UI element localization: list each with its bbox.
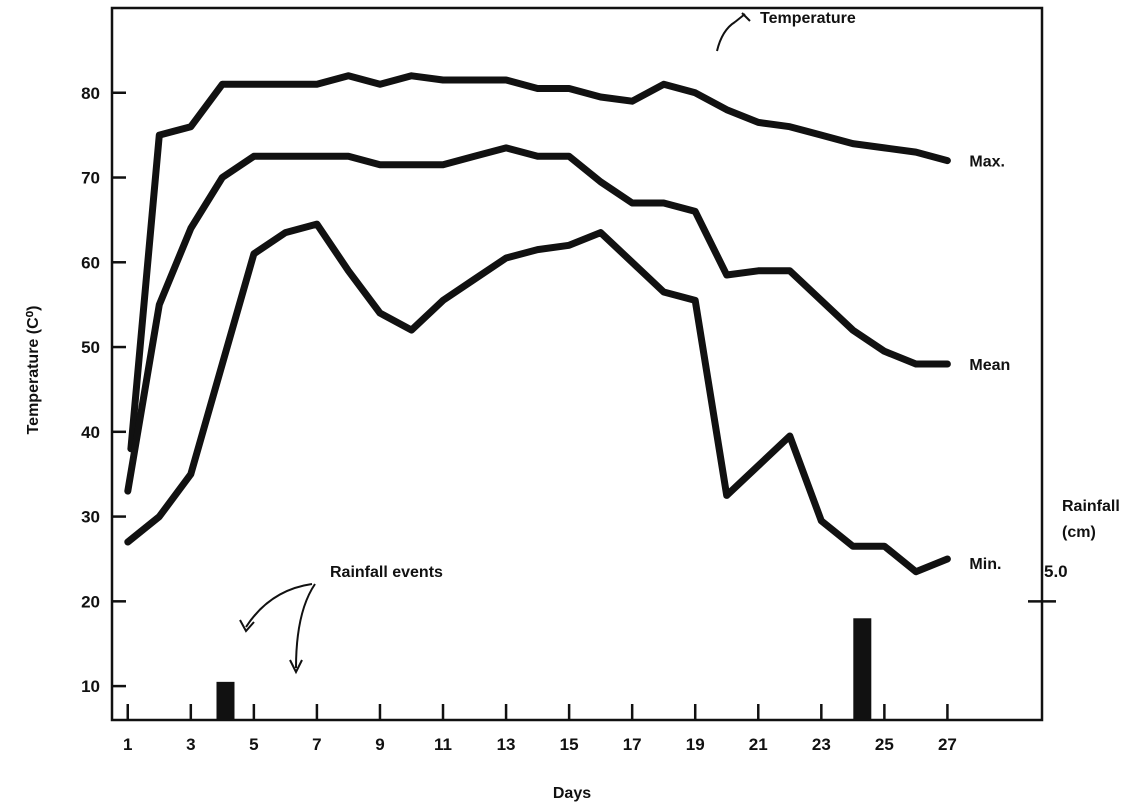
rainfall-pointer-1-head xyxy=(239,619,255,633)
series-line-max xyxy=(127,72,951,453)
series-labels: Max. Mean Min. xyxy=(969,154,1010,573)
series-label-mean: Mean xyxy=(969,357,1010,374)
y-axis-title: Temperature (C⁰) xyxy=(25,306,42,435)
x-tick-label-17: 17 xyxy=(623,735,642,754)
series-line-mean xyxy=(124,144,951,495)
rainfall-pointer-2 xyxy=(295,583,316,669)
rainfall-pointer-1 xyxy=(245,583,313,628)
y-tick-label-30: 30 xyxy=(81,508,100,527)
x-tick-label-21: 21 xyxy=(749,735,768,754)
series-line-min xyxy=(124,220,951,576)
rainfall-axis-unit: (cm) xyxy=(1062,524,1096,541)
rainfall-bar-5 xyxy=(853,618,872,720)
rainfall-pointer-2-head xyxy=(289,659,303,675)
x-tick-label-11: 11 xyxy=(434,735,452,754)
x-tick-label-19: 19 xyxy=(686,735,705,754)
x-tick-label-3: 3 xyxy=(186,735,195,754)
y-tick-label-50: 50 xyxy=(81,338,100,357)
rainfall-axis-title: Rainfall xyxy=(1062,498,1120,515)
x-tick-label-9: 9 xyxy=(375,735,384,754)
rainfall-events-annotation: Rainfall events xyxy=(330,564,443,581)
y-tick-label-20: 20 xyxy=(81,592,100,611)
plot-frame xyxy=(110,6,1044,722)
y-tick-label-60: 60 xyxy=(81,253,100,272)
y-tick-label-10: 10 xyxy=(81,677,100,696)
x-tick-label-23: 23 xyxy=(812,735,831,754)
x-tick-label-1: 1 xyxy=(123,735,132,754)
x-tick-label-13: 13 xyxy=(497,735,516,754)
rainfall-bars xyxy=(216,618,872,720)
temperature-pointer xyxy=(716,12,751,52)
x-tick-label-25: 25 xyxy=(875,735,894,754)
temperature-annotation: Temperature xyxy=(760,10,856,27)
y-tick-label-80: 80 xyxy=(81,84,100,103)
y-axis-ticks: 10 20 30 40 50 60 70 80 xyxy=(81,84,126,696)
x-tick-label-15: 15 xyxy=(560,735,579,754)
rainfall-bar-1 xyxy=(216,681,235,720)
x-axis-ticks: 1 3 5 7 9 11 13 15 17 19 21 23 25 27 xyxy=(123,704,957,754)
x-tick-label-5: 5 xyxy=(249,735,258,754)
x-axis-title: Days xyxy=(553,785,591,802)
y-tick-label-40: 40 xyxy=(81,423,100,442)
x-tick-label-7: 7 xyxy=(312,735,321,754)
rainfall-tick-label: 5.0 xyxy=(1044,562,1068,581)
series-label-max: Max. xyxy=(969,154,1005,171)
x-tick-label-27: 27 xyxy=(938,735,957,754)
temperature-lines xyxy=(124,72,951,576)
series-label-min: Min. xyxy=(969,556,1001,573)
y-tick-label-70: 70 xyxy=(81,169,100,188)
